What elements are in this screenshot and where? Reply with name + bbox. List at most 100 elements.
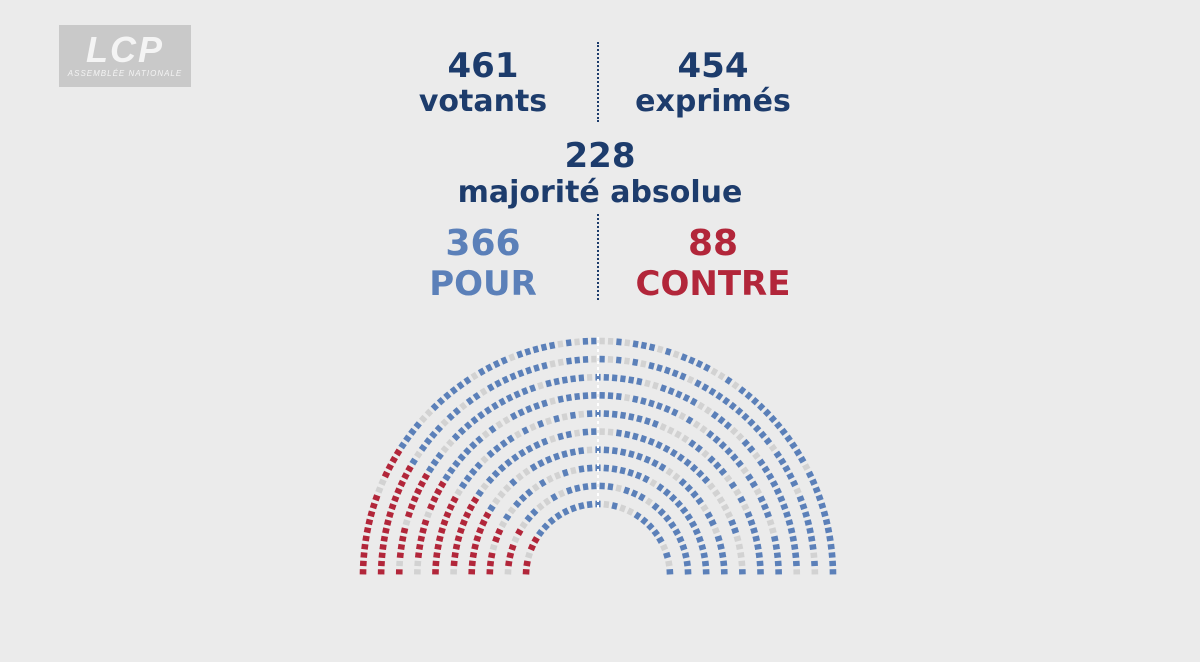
seat-absent (561, 413, 568, 421)
seat-pour (662, 444, 671, 453)
seat-absent (697, 401, 705, 411)
seat-pour (780, 503, 789, 511)
seat-pour (630, 489, 639, 498)
seat-absent (470, 371, 479, 381)
seat-contre (417, 480, 426, 488)
exprimes-label: exprimés (635, 84, 791, 119)
seat-contre (432, 569, 439, 575)
seat-pour (651, 459, 659, 468)
seat-pour (647, 399, 655, 408)
seat-absent (497, 490, 506, 499)
majorite-value: 228 (564, 136, 636, 176)
seat-pour (533, 364, 540, 372)
seat-contre (381, 470, 391, 479)
seat-pour (688, 439, 697, 448)
seat-contre (523, 560, 531, 567)
seat-contre (417, 535, 425, 542)
seat-pour (547, 516, 556, 526)
seat-absent (591, 355, 597, 363)
seat-pour (672, 528, 681, 537)
seat-pour (582, 483, 589, 491)
seat-absent (656, 345, 664, 354)
seat-pour (730, 453, 739, 462)
seat-contre (468, 560, 476, 567)
seat-pour (690, 490, 699, 499)
seat-contre (495, 528, 504, 536)
seat-pour (651, 528, 660, 538)
seat-pour (494, 379, 502, 388)
seat-pour (722, 396, 731, 406)
seat-contre (379, 544, 387, 550)
seat-absent (402, 519, 411, 526)
seat-contre (365, 518, 374, 526)
seat-pour (768, 414, 778, 424)
seat-pour (464, 421, 473, 430)
seat-pour (506, 434, 515, 444)
seat-absent (626, 507, 635, 516)
seat-pour (484, 406, 492, 415)
seat-absent (549, 397, 556, 405)
seat-pour (619, 466, 626, 475)
seat-pour (561, 468, 569, 477)
seat-absent (640, 360, 647, 368)
seat-pour (689, 397, 698, 406)
seat-contre (419, 527, 427, 534)
seat-contre (367, 510, 376, 518)
contre-value: 88 (687, 223, 739, 264)
seat-pour (758, 430, 767, 439)
seat-pour (578, 374, 585, 382)
seat-pour (667, 387, 675, 396)
seat-pour (525, 405, 533, 414)
seat-pour (463, 376, 472, 385)
seat-absent (378, 478, 387, 486)
seat-pour (398, 441, 407, 450)
seat-pour (710, 411, 719, 420)
seat-pour (646, 522, 655, 531)
seat-pour (663, 551, 671, 559)
seat-absent (793, 487, 802, 495)
seat-pour (796, 495, 805, 503)
seat-pour (513, 390, 521, 399)
seat-pour (491, 401, 499, 411)
seat-pour (720, 560, 728, 567)
seat-contre (430, 495, 439, 503)
seat-pour (757, 458, 766, 467)
seat-pour (607, 392, 614, 400)
seat-pour (500, 356, 508, 365)
seat-pour (666, 569, 674, 575)
seat-pour (827, 543, 835, 550)
seat-contre (434, 487, 443, 496)
seat-pour (778, 457, 787, 466)
seat-contre (393, 448, 403, 457)
seat-pour (477, 367, 486, 376)
seat-absent (686, 375, 695, 384)
seat-contre (508, 543, 517, 551)
seat-pour (694, 444, 703, 453)
seat-pour (443, 391, 452, 400)
seat-absent (557, 340, 564, 348)
seat-contre (479, 519, 488, 527)
seat-pour (685, 416, 694, 425)
seat-pour (591, 482, 597, 490)
seat-pour (418, 443, 428, 452)
seat-pour (541, 361, 548, 370)
seat-absent (531, 483, 540, 492)
seat-pour (746, 445, 756, 454)
seat-pour (701, 383, 710, 392)
seat-pour (446, 412, 455, 422)
seat-contre (359, 569, 367, 575)
seat-pour (762, 408, 772, 417)
seat-absent (753, 487, 762, 496)
seat-absent (607, 337, 614, 345)
seat-pour (628, 413, 635, 421)
seat-pour (485, 363, 493, 372)
seat-absent (738, 560, 746, 567)
seat-pour (541, 522, 550, 531)
seat-contre (522, 569, 530, 575)
seat-pour (771, 535, 779, 542)
seat-pour (468, 467, 478, 476)
logo-subtitle: ASSEMBLÉE NATIONALE (67, 69, 183, 78)
seat-pour (708, 387, 717, 396)
seat-pour (695, 496, 704, 506)
seat-absent (724, 511, 733, 519)
